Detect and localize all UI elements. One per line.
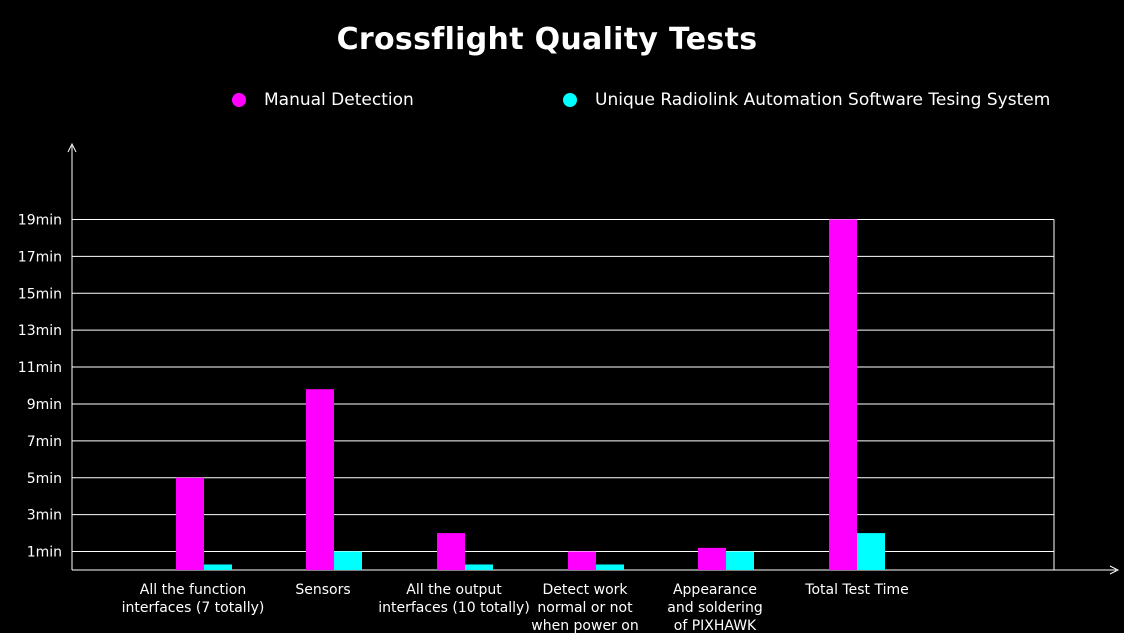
y-tick-label: 3min bbox=[27, 508, 62, 524]
bar-automation-2 bbox=[465, 564, 493, 570]
bar-manual-0 bbox=[176, 477, 204, 570]
legend-swatch-automation bbox=[563, 93, 577, 107]
y-tick-label: 13min bbox=[18, 323, 62, 339]
category-label: All the function interfaces (7 totally) bbox=[122, 582, 265, 616]
category-label: Detect work normal or not when power on bbox=[531, 582, 638, 633]
y-tick-label: 9min bbox=[27, 397, 62, 413]
y-tick-label: 1min bbox=[27, 545, 62, 561]
y-axis-arrow bbox=[67, 142, 77, 153]
y-tick-label: 11min bbox=[18, 360, 62, 376]
bar-manual-1 bbox=[306, 389, 334, 570]
y-tick-label: 19min bbox=[18, 212, 62, 228]
chart-title: Crossflight Quality Tests bbox=[336, 22, 758, 57]
y-tick-label: 15min bbox=[18, 286, 62, 302]
bar-automation-5 bbox=[857, 533, 885, 570]
legend-label-automation: Unique Radiolink Automation Software Tes… bbox=[595, 90, 1051, 110]
bar-manual-3 bbox=[568, 551, 596, 570]
bar-manual-4 bbox=[698, 547, 726, 570]
bar-automation-4 bbox=[726, 551, 754, 570]
x-axis-arrow bbox=[1109, 565, 1120, 575]
bar-automation-3 bbox=[596, 564, 624, 570]
category-label: All the output interfaces (10 totally) bbox=[378, 582, 530, 616]
y-tick-label: 5min bbox=[27, 471, 62, 487]
category-label: Sensors bbox=[295, 582, 350, 598]
legend-item-automation: Unique Radiolink Automation Software Tes… bbox=[563, 90, 1050, 110]
legend-label-manual: Manual Detection bbox=[264, 90, 414, 110]
bars bbox=[176, 219, 885, 570]
category-label: Appearance and soldering of PIXHAWK bbox=[667, 582, 762, 633]
category-label: Total Test Time bbox=[804, 582, 908, 598]
labels: 1min 3min 5min 7min 9min 11min 13min 15min 17min… bbox=[18, 212, 909, 633]
grid-lines bbox=[72, 218, 1055, 570]
bar-manual-2 bbox=[437, 533, 465, 570]
legend-swatch-manual bbox=[232, 93, 246, 107]
bar-automation-0 bbox=[204, 564, 232, 570]
y-tick-label: 7min bbox=[27, 434, 62, 450]
bar-manual-5 bbox=[829, 219, 857, 570]
y-tick-label: 17min bbox=[18, 249, 62, 265]
bar-automation-1 bbox=[334, 551, 362, 570]
legend-item-manual: Manual Detection bbox=[232, 90, 414, 110]
axes bbox=[67, 142, 1120, 575]
